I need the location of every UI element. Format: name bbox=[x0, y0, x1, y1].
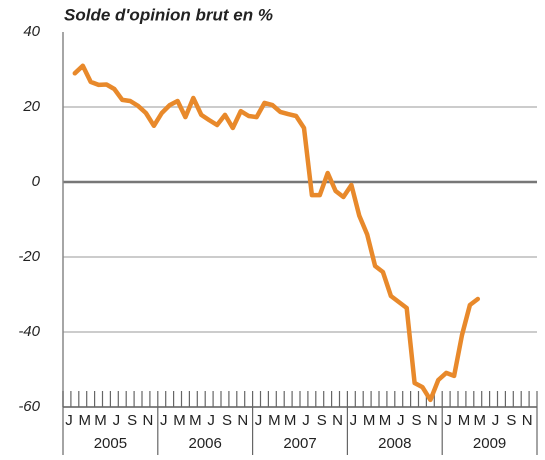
x-tick-label: M bbox=[363, 412, 376, 429]
y-tick-label: -40 bbox=[18, 323, 40, 340]
year-label: 2008 bbox=[378, 435, 411, 452]
x-tick-label: N bbox=[522, 412, 533, 429]
y-tick-label: 0 bbox=[32, 173, 41, 190]
x-tick-label: N bbox=[332, 412, 343, 429]
x-tick-label: M bbox=[474, 412, 487, 429]
x-tick-label: J bbox=[65, 412, 73, 429]
x-tick-label: S bbox=[127, 412, 137, 429]
x-tick-label: S bbox=[412, 412, 422, 429]
x-tick-label: N bbox=[237, 412, 248, 429]
x-tick-label: J bbox=[350, 412, 358, 429]
x-tick-label: M bbox=[458, 412, 471, 429]
x-tick-label: J bbox=[207, 412, 215, 429]
x-tick-label: J bbox=[397, 412, 405, 429]
x-tick-label: J bbox=[302, 412, 310, 429]
x-tick-label: J bbox=[492, 412, 500, 429]
x-tick-label: N bbox=[143, 412, 154, 429]
x-tick-label: S bbox=[222, 412, 232, 429]
data-line bbox=[72, 63, 481, 403]
x-tick-label: M bbox=[284, 412, 297, 429]
x-tick-label: M bbox=[379, 412, 392, 429]
x-tick-label: S bbox=[317, 412, 327, 429]
x-tick-label: J bbox=[255, 412, 263, 429]
year-label: 2005 bbox=[94, 435, 127, 452]
x-tick-label: J bbox=[113, 412, 121, 429]
year-label: 2009 bbox=[473, 435, 506, 452]
x-tick-label: M bbox=[94, 412, 107, 429]
x-tick-label: J bbox=[160, 412, 168, 429]
x-tick-label: S bbox=[506, 412, 516, 429]
x-tick-label: M bbox=[189, 412, 202, 429]
x-tick-label: M bbox=[268, 412, 281, 429]
year-label: 2007 bbox=[283, 435, 316, 452]
y-tick-label: 40 bbox=[23, 23, 40, 40]
x-tick-label: M bbox=[79, 412, 92, 429]
y-tick-label: -60 bbox=[18, 398, 40, 415]
y-tick-label: -20 bbox=[18, 248, 40, 265]
chart-title: Solde d'opinion brut en % bbox=[64, 5, 273, 24]
year-label: 2006 bbox=[189, 435, 222, 452]
x-tick-label: J bbox=[444, 412, 452, 429]
y-tick-label: 20 bbox=[22, 98, 40, 115]
x-tick-label: N bbox=[427, 412, 438, 429]
x-tick-label: M bbox=[173, 412, 186, 429]
